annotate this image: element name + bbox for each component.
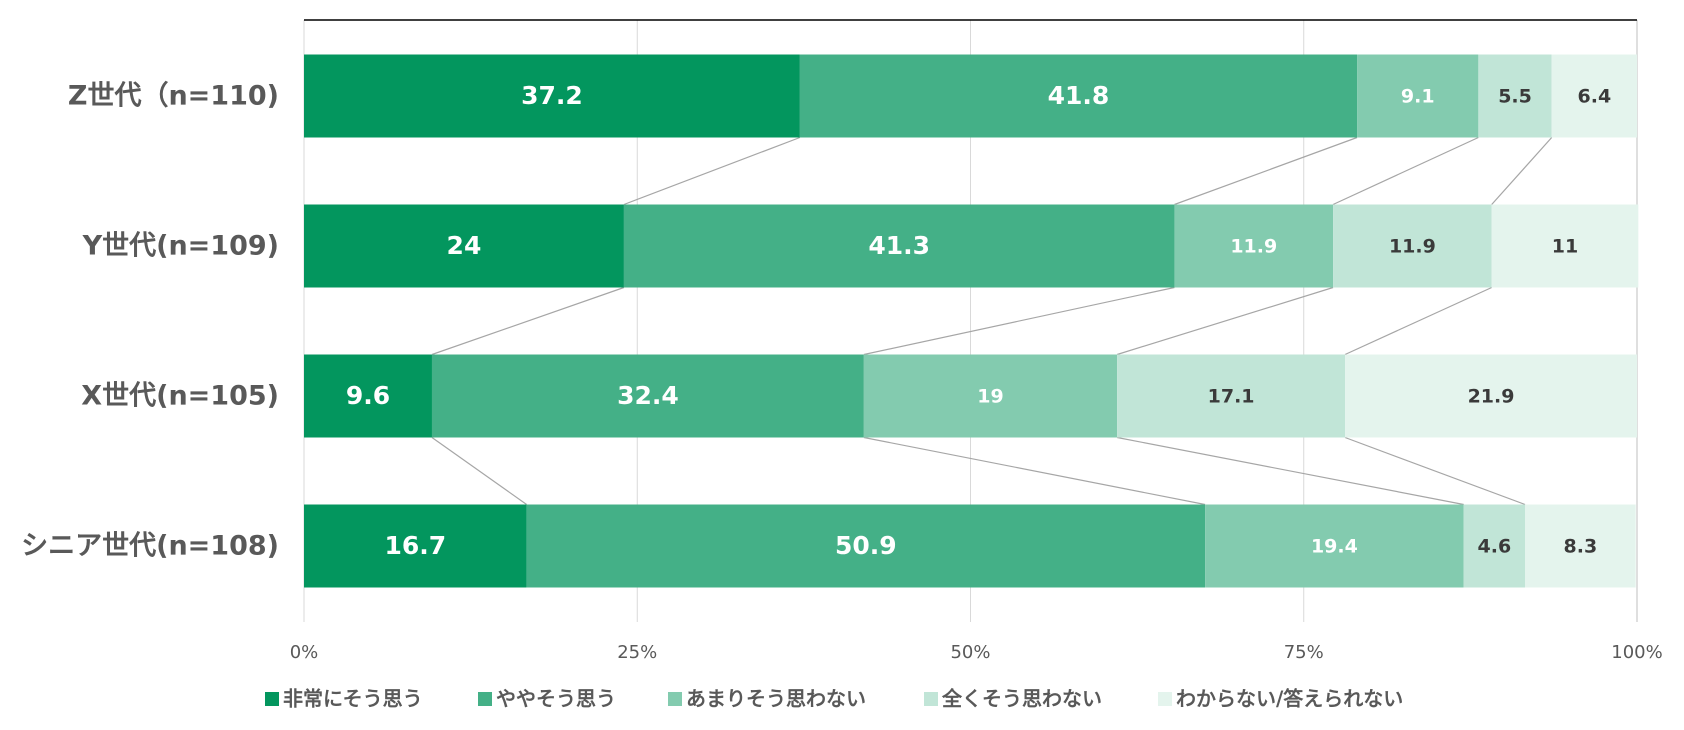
legend-label: わからない/答えられない xyxy=(1176,687,1403,711)
data-label: 6.4 xyxy=(1578,86,1612,108)
data-label: 5.5 xyxy=(1498,86,1532,108)
legend: 非常にそう思う ややそう思う あまりそう思わない 全くそう思わない わからない/答えられ… xyxy=(265,687,1403,711)
bar-segment xyxy=(1205,504,1464,588)
series-line xyxy=(1491,137,1553,205)
x-tick-label: 0% xyxy=(290,642,319,663)
category-label: Y世代(n=109) xyxy=(82,231,279,262)
category-labels: Z世代（n=110) Y世代(n=109) X世代(n=105) シニア世代(n=10… xyxy=(21,81,279,562)
series-5: 6.4 11 21.9 8.3 xyxy=(1345,54,1639,588)
data-label: 21.9 xyxy=(1468,386,1515,408)
data-label: 17.1 xyxy=(1208,386,1255,408)
legend-label: 非常にそう思う xyxy=(283,687,423,711)
bar-segment xyxy=(1491,204,1639,288)
bar-segment xyxy=(304,204,624,288)
bar-segment xyxy=(1345,354,1637,438)
data-label: 9.6 xyxy=(346,381,390,410)
bar-segment xyxy=(863,354,1118,438)
series-line xyxy=(431,437,527,505)
data-label: 11.9 xyxy=(1389,236,1436,258)
x-tick-label: 100% xyxy=(1611,642,1662,663)
category-label: シニア世代(n=108) xyxy=(21,531,279,562)
x-tick-label: 50% xyxy=(950,642,990,663)
x-tick-label: 25% xyxy=(617,642,657,663)
x-tick-label: 75% xyxy=(1284,642,1324,663)
bar-segment xyxy=(1174,204,1334,288)
bar-segment xyxy=(1463,504,1526,588)
series-lines xyxy=(431,136,1553,506)
data-label: 11 xyxy=(1552,236,1578,258)
bar-segment xyxy=(304,504,527,588)
bar-segment xyxy=(1117,354,1346,438)
data-label: 50.9 xyxy=(835,531,897,560)
series-line xyxy=(863,436,1206,506)
data-label: 41.8 xyxy=(1048,81,1110,110)
data-label: 24 xyxy=(447,231,482,260)
category-label: X世代(n=105) xyxy=(81,381,279,412)
series-line xyxy=(863,286,1175,356)
bar-segment xyxy=(304,354,432,438)
bar-segment xyxy=(1333,204,1492,288)
legend-item: ややそう思う xyxy=(478,687,616,711)
data-label: 9.1 xyxy=(1401,86,1435,108)
data-label: 4.6 xyxy=(1478,536,1512,558)
legend-swatch xyxy=(265,692,279,706)
bar-segment xyxy=(1551,54,1637,138)
series-4: 5.5 11.9 17.1 4.6 xyxy=(1117,54,1552,588)
bar-segment xyxy=(1525,504,1636,588)
series-line xyxy=(623,136,801,206)
data-label: 19.4 xyxy=(1311,536,1358,558)
legend-swatch xyxy=(478,692,492,706)
data-label: 19 xyxy=(977,386,1003,408)
bar-segment xyxy=(431,354,864,438)
legend-swatch xyxy=(668,692,682,706)
legend-swatch xyxy=(924,692,938,706)
legend-label: ややそう思う xyxy=(496,687,616,711)
bar-segment xyxy=(1357,54,1479,138)
legend-swatch xyxy=(1158,692,1172,706)
data-label: 37.2 xyxy=(521,81,583,110)
series-line xyxy=(1117,436,1464,506)
legend-label: あまりそう思わない xyxy=(686,687,866,711)
bar-segment xyxy=(526,504,1206,588)
bar-segment xyxy=(623,204,1175,288)
series-line xyxy=(1344,436,1526,506)
legend-item: 全くそう思わない xyxy=(924,687,1102,711)
series-2: 41.8 41.3 32.4 50.9 xyxy=(431,54,1358,588)
category-label: Z世代（n=110) xyxy=(68,81,279,112)
series-3: 9.1 11.9 19 19.4 xyxy=(863,54,1479,588)
series-line xyxy=(1116,286,1334,356)
legend-item: わからない/答えられない xyxy=(1158,687,1403,711)
series-line xyxy=(1332,136,1479,206)
data-label: 16.7 xyxy=(384,531,446,560)
data-label: 32.4 xyxy=(617,381,679,410)
series-line xyxy=(1344,286,1492,356)
series-line xyxy=(431,286,625,356)
data-label: 41.3 xyxy=(868,231,930,260)
bar-segment xyxy=(1478,54,1552,138)
bar-segment xyxy=(304,54,800,138)
legend-item: 非常にそう思う xyxy=(265,687,423,711)
data-label: 8.3 xyxy=(1564,536,1598,558)
series-line xyxy=(1174,136,1358,206)
data-label: 11.9 xyxy=(1230,236,1277,258)
bar-segment xyxy=(799,54,1358,138)
legend-label: 全くそう思わない xyxy=(941,687,1102,711)
series-1: 37.2 24 9.6 16.7 xyxy=(304,54,800,588)
legend-item: あまりそう思わない xyxy=(668,687,866,711)
x-tick-labels: 0% 25% 50% 75% 100% xyxy=(290,642,1663,663)
